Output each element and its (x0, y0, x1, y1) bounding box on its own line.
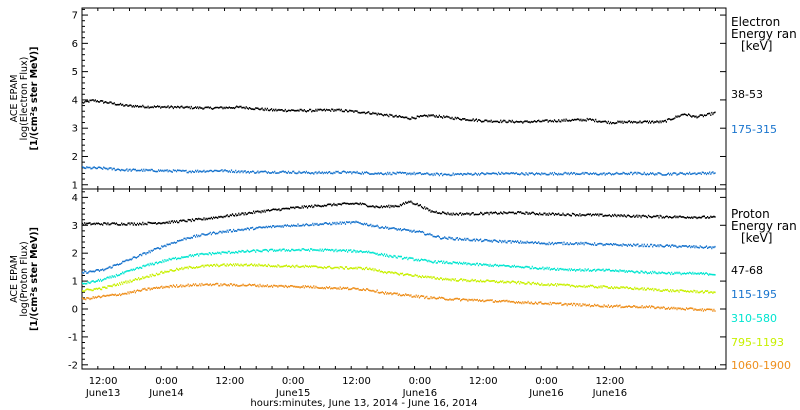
xtick-date-label: June14 (148, 388, 184, 399)
proton-legend-item: 47-68 (731, 264, 763, 277)
xtick-time-label: 0:00 (535, 376, 557, 387)
proton-ytick-label: -2 (68, 360, 78, 371)
electron-ytick-label: 7 (72, 11, 78, 22)
proton-ytick-label: 1 (72, 277, 78, 288)
xtick-time-label: 0:00 (409, 376, 431, 387)
xtick-time-label: 0:00 (282, 376, 304, 387)
electron-series-38-53-points (82, 99, 716, 125)
electron-legend-item: 38-53 (731, 88, 763, 101)
electron-ytick-label: 4 (72, 95, 78, 106)
proton-legend-title-line: Energy ran (731, 219, 797, 233)
proton-series-1060-1900: 1060-1900 (82, 282, 791, 372)
electron-panel: 1 2 3 4 5 6 7 ACE EPAMlog(Electron Flux)[1/(cm²… (9, 7, 797, 191)
proton-series-115-195-points (82, 220, 716, 274)
electron-ytick-label: 2 (72, 152, 78, 163)
electron-ytick-label: 3 (72, 124, 78, 135)
proton-ytick-label: 4 (72, 193, 78, 204)
electron-ytick-label: 6 (72, 39, 78, 50)
electron-legend-title-line: [keV] (741, 39, 772, 53)
proton-ylabel-line: [1/(cm²s ster MeV)] (29, 227, 40, 331)
proton-plot-frame (81, 188, 727, 370)
proton-ytick-label: 3 (72, 221, 78, 232)
xtick-time-label: 12:00 (595, 376, 624, 387)
xtick-time-label: 12:00 (342, 376, 371, 387)
proton-ytick-label: -1 (68, 332, 78, 343)
x-axis-label: hours:minutes, June 13, 2014 - June 16, … (250, 398, 477, 409)
proton-series-310-580-points (82, 248, 716, 285)
proton-ylabel-line: ACE EPAM (9, 255, 20, 303)
xtick-time-label: 12:00 (469, 376, 498, 387)
proton-ylabel-line: log(Proton Flux) (19, 241, 30, 316)
proton-legend-item: 310-580 (731, 312, 777, 325)
xtick-date-label: June16 (402, 388, 438, 399)
electron-ytick-label: 1 (72, 180, 78, 191)
xtick-time-label: 12:00 (215, 376, 244, 387)
proton-series-115-195: 115-195 (82, 220, 777, 301)
electron-legend-item: 175-315 (731, 123, 777, 136)
electron-ylabel: ACE EPAMlog(Electron Flux)[1/(cm²s ster … (9, 47, 40, 151)
proton-legend-item: 1060-1900 (731, 359, 791, 372)
xtick-time-label: 0:00 (155, 376, 177, 387)
electron-ylabel-line: [1/(cm²s ster MeV)] (29, 47, 40, 151)
electron-legend-title-line: Electron (731, 15, 780, 29)
proton-ytick-label: 0 (72, 305, 78, 316)
proton-series-1060-1900-points (82, 282, 716, 312)
proton-ytick-label: 2 (72, 249, 78, 260)
proton-panel: -2 -1 0 1 2 3 4 ACE EPAMlog(Proton Flux)[1/(cm²… (9, 188, 797, 372)
proton-legend-item: 795-1193 (731, 336, 784, 349)
proton-legend-item: 115-195 (731, 288, 777, 301)
xtick-date-label: June13 (85, 388, 121, 399)
proton-series-795-1193: 795-1193 (82, 263, 784, 349)
proton-series-47-68-points (82, 200, 716, 226)
proton-series-310-580: 310-580 (82, 248, 777, 325)
proton-series-795-1193-points (82, 263, 716, 294)
electron-legend-title-line: Energy ran (731, 27, 797, 41)
electron-ylabel-line: log(Electron Flux) (19, 57, 30, 141)
proton-legend-title-line: [keV] (741, 231, 772, 245)
proton-legend-title-line: Proton (731, 207, 770, 221)
proton-series-47-68: 47-68 (82, 200, 763, 277)
electron-series-38-53: 38-53 (82, 88, 763, 125)
proton-ylabel: ACE EPAMlog(Proton Flux)[1/(cm²s ster Me… (9, 227, 40, 331)
electron-series-175-315: 175-315 (82, 123, 777, 177)
electron-ytick-label: 5 (72, 67, 78, 78)
xtick-date-label: June16 (528, 388, 564, 399)
electron-series-175-315-points (82, 166, 716, 177)
xtick-date-label: June16 (592, 388, 628, 399)
xtick-date-label: June15 (275, 388, 311, 399)
xtick-time-label: 12:00 (89, 376, 118, 387)
electron-ylabel-line: ACE EPAM (9, 75, 20, 123)
